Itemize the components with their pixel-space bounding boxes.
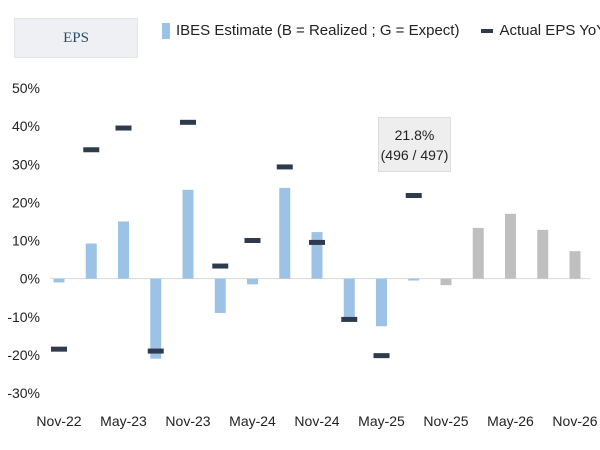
chart-title: EPS (14, 18, 138, 58)
y-tick-label: 20% (12, 194, 40, 210)
legend-swatch-bar (162, 22, 170, 39)
bar (440, 278, 452, 286)
actual-marker (115, 125, 132, 131)
bar (118, 221, 129, 279)
annotation-ratio: (496 / 497) (380, 146, 449, 163)
y-tick-label: 0% (20, 271, 40, 287)
x-tick-label: May-26 (487, 413, 534, 429)
y-tick-label: -20% (7, 347, 40, 363)
legend-item-estimate: IBES Estimate (B = Realized ; G = Expect… (162, 22, 459, 39)
annotation-box: 21.8% (496 / 497) (378, 117, 451, 172)
actual-marker (373, 353, 390, 359)
actual-marker (212, 263, 229, 269)
bar (182, 189, 194, 279)
legend-label-actual: Actual EPS YoY (499, 22, 600, 39)
y-tick-label: 40% (12, 118, 40, 134)
y-tick-label: -10% (7, 309, 40, 325)
bar (279, 187, 291, 279)
bar (376, 278, 387, 327)
actual-marker (244, 238, 261, 243)
bar (472, 227, 484, 279)
legend-swatch-dash (481, 28, 494, 33)
annotation-value: 21.8% (394, 126, 435, 143)
y-tick-label: 30% (12, 156, 40, 172)
bar (311, 232, 323, 279)
y-tick-label: 50% (12, 80, 40, 96)
bar (343, 278, 355, 320)
bar (569, 251, 581, 279)
bar (150, 278, 162, 359)
actual-marker (341, 316, 358, 322)
actual-marker (276, 164, 293, 170)
x-tick-label: May-25 (358, 413, 405, 429)
legend: IBES Estimate (B = Realized ; G = Expect… (162, 22, 600, 39)
actual-marker (309, 239, 325, 245)
x-tick-label: Nov-23 (165, 413, 210, 429)
legend-label-estimate: IBES Estimate (B = Realized ; G = Expect… (176, 22, 460, 39)
bar (214, 278, 226, 313)
x-tick-label: May-24 (229, 413, 276, 429)
actual-marker (147, 348, 164, 354)
bar (85, 243, 97, 279)
x-tick-label: Nov-24 (294, 413, 339, 429)
y-tick-label: 10% (12, 233, 40, 249)
actual-marker (51, 346, 67, 352)
bar (537, 229, 549, 279)
x-tick-label: May-23 (100, 413, 147, 429)
legend-item-actual: Actual EPS YoY (459, 22, 600, 39)
x-tick-label: Nov-25 (423, 413, 468, 429)
actual-marker (405, 193, 422, 199)
actual-marker (180, 119, 196, 125)
bar (505, 213, 516, 279)
y-tick-label: -30% (7, 385, 40, 401)
bar (247, 278, 258, 285)
bar (408, 278, 420, 281)
x-tick-label: Nov-26 (552, 413, 597, 429)
actual-marker (83, 147, 100, 153)
x-tick-label: Nov-22 (36, 413, 81, 429)
bar (53, 278, 65, 283)
